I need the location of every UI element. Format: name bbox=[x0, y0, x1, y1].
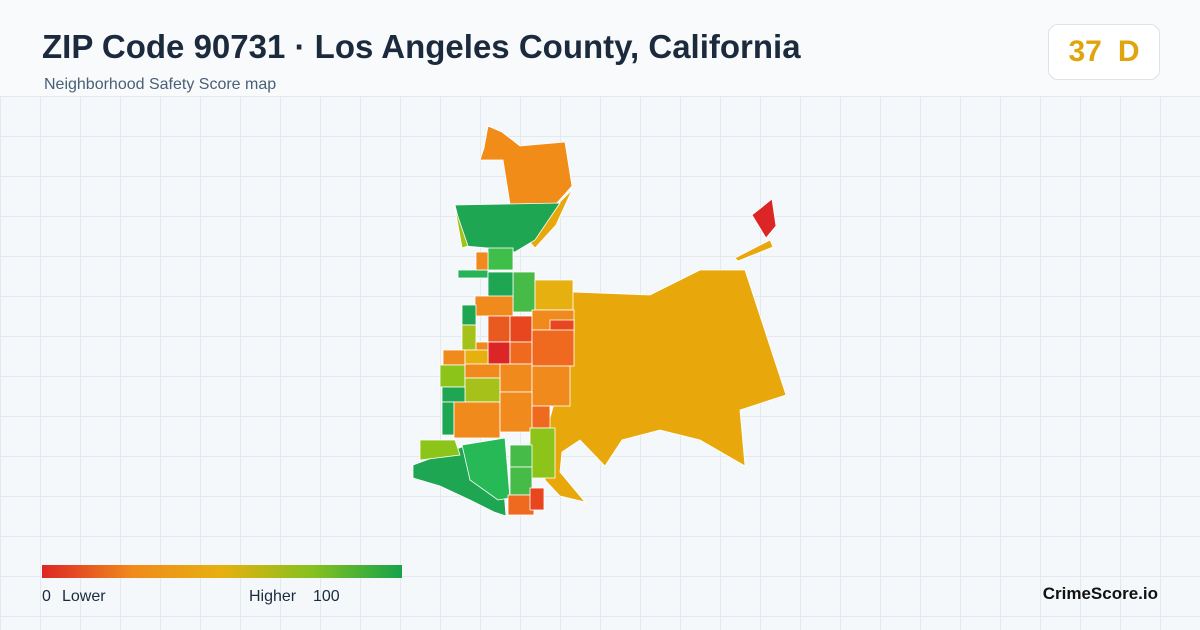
region bbox=[509, 444, 533, 468]
region bbox=[544, 269, 787, 503]
title: ZIP Code 90731 · Los Angeles County, Cal… bbox=[42, 28, 801, 65]
region bbox=[454, 207, 469, 249]
region bbox=[441, 386, 466, 403]
legend-gradient bbox=[42, 565, 402, 578]
region bbox=[531, 365, 571, 407]
header bbox=[0, 0, 1200, 96]
region bbox=[499, 363, 533, 393]
region bbox=[487, 341, 511, 365]
subtitle: Neighborhood Safety Score map bbox=[44, 76, 277, 93]
region bbox=[441, 401, 455, 436]
region bbox=[419, 439, 461, 461]
score-grade: D bbox=[1117, 35, 1140, 68]
region bbox=[475, 251, 489, 271]
region bbox=[453, 401, 501, 439]
region bbox=[442, 349, 466, 366]
score-badge: 37 D bbox=[1048, 24, 1160, 80]
region bbox=[474, 295, 514, 317]
region bbox=[734, 239, 774, 262]
region bbox=[464, 377, 501, 403]
region bbox=[464, 349, 489, 366]
region bbox=[461, 324, 477, 351]
region bbox=[439, 364, 466, 388]
region bbox=[461, 304, 477, 326]
region bbox=[487, 247, 514, 271]
region bbox=[512, 271, 536, 313]
region bbox=[509, 315, 533, 343]
region bbox=[487, 271, 514, 298]
region bbox=[509, 341, 533, 365]
region bbox=[531, 405, 551, 429]
score-value: 37 bbox=[1068, 35, 1102, 68]
region bbox=[531, 329, 575, 367]
legend-min-label: Lower bbox=[62, 588, 106, 605]
region bbox=[751, 198, 777, 239]
region bbox=[534, 279, 574, 311]
region bbox=[509, 466, 533, 496]
region bbox=[464, 363, 501, 379]
region bbox=[457, 269, 489, 279]
region bbox=[529, 427, 556, 479]
legend-max-label: Higher bbox=[249, 588, 297, 605]
region bbox=[487, 315, 511, 343]
legend-min: 0 bbox=[42, 588, 51, 605]
brand: CrimeScore.io bbox=[1042, 584, 1158, 603]
legend-max: 100 bbox=[313, 588, 340, 605]
region bbox=[479, 125, 573, 205]
region bbox=[461, 437, 511, 501]
region bbox=[499, 391, 533, 433]
region bbox=[529, 487, 545, 511]
